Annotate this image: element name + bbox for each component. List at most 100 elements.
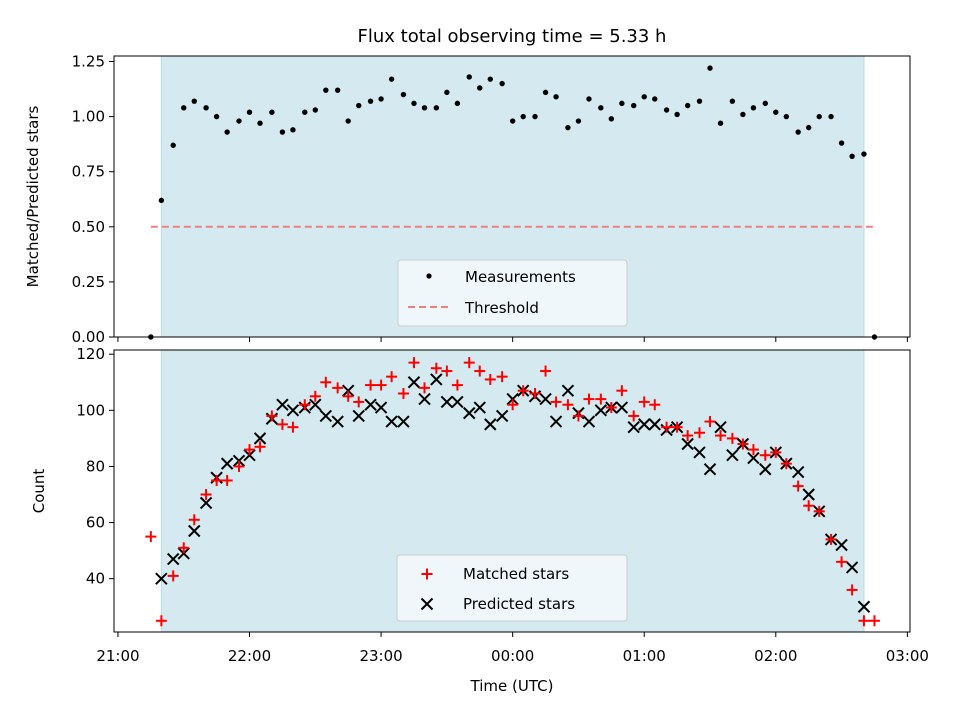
- matched-star-point: [682, 430, 694, 442]
- matched-star-point: [572, 410, 584, 422]
- matched-star-point: [375, 379, 387, 391]
- matched-star-point: [836, 556, 848, 568]
- predicted-star-point: [352, 409, 365, 423]
- legend-label-threshold: Threshold: [464, 299, 539, 317]
- predicted-star-point: [220, 457, 234, 470]
- predicted-star-point: [451, 395, 464, 409]
- x-tick-label: 01:00: [623, 647, 666, 665]
- measurement-point: [367, 98, 374, 104]
- predicted-star-point: [681, 437, 694, 451]
- predicted-star-point: [385, 415, 398, 428]
- y-tick-label: 0.25: [72, 273, 105, 291]
- x-tick-label: 22:00: [228, 647, 271, 665]
- y-tick-label: 60: [86, 514, 105, 532]
- measurement-point: [717, 120, 724, 126]
- matched-star-point: [759, 449, 771, 461]
- predicted-star-point: [693, 446, 706, 459]
- predicted-star-point: [253, 432, 267, 445]
- matched-star-point: [309, 390, 321, 402]
- matched-star-point: [266, 410, 278, 422]
- measurement-point: [433, 105, 440, 111]
- matched-star-point: [299, 399, 311, 411]
- predicted-star-point: [791, 465, 805, 479]
- measurement-point: [663, 107, 670, 113]
- predicted-star-point: [714, 420, 727, 434]
- measurement-point: [279, 129, 286, 135]
- measurement-point: [773, 109, 779, 115]
- y-axis-label: Count: [30, 469, 48, 514]
- measurement-point: [575, 118, 582, 124]
- measurement-point: [805, 124, 812, 131]
- legend: Measurements Threshold: [397, 259, 628, 327]
- matched-star-point: [430, 362, 442, 374]
- matched-star-point: [451, 379, 463, 391]
- predicted-star-point: [703, 463, 717, 476]
- measurement-point: [652, 96, 658, 102]
- x-tick-label: 23:00: [359, 647, 402, 665]
- measurement-point: [619, 100, 625, 107]
- measurement-point: [454, 100, 461, 107]
- predicted-star-point: [582, 415, 596, 428]
- matched-star-point: [474, 365, 486, 377]
- matched-star-point: [704, 416, 716, 428]
- matched-star-point: [671, 421, 683, 433]
- measurement-point: [400, 91, 407, 98]
- measurement-point: [838, 140, 845, 146]
- matched-star-point: [846, 584, 858, 596]
- predicted-star-point: [430, 373, 443, 386]
- measurement-point: [421, 105, 428, 111]
- matched-star-point: [628, 410, 640, 422]
- predicted-star-point: [199, 496, 213, 510]
- legend-label-measurements: Measurements: [465, 268, 576, 286]
- matched-star-point: [507, 399, 519, 411]
- measurement-point: [170, 142, 176, 148]
- measurement-point: [158, 197, 165, 204]
- x-tick-label: 00:00: [491, 647, 534, 665]
- measurement-point: [224, 129, 230, 135]
- matched-star-point: [342, 390, 354, 402]
- predicted-star-point: [495, 409, 509, 423]
- matched-star-point: [320, 376, 332, 388]
- matched-star-point: [441, 365, 453, 377]
- predicted-star-point: [319, 409, 333, 423]
- predicted-star-point: [243, 449, 256, 462]
- predicted-star-point: [364, 398, 377, 411]
- x-tick-label: 03:00: [886, 647, 929, 665]
- measurement-point: [203, 105, 209, 111]
- matched-star-point: [638, 396, 650, 408]
- legend-plus-icon: [421, 568, 433, 580]
- predicted-star-point: [747, 451, 760, 465]
- predicted-star-point: [407, 376, 421, 389]
- matched-star-point: [167, 570, 179, 582]
- measurement-point: [213, 113, 220, 120]
- predicted-star-point: [549, 415, 563, 428]
- matched-star-point: [233, 460, 245, 472]
- measurement-point: [411, 100, 417, 107]
- predicted-star-point: [627, 420, 640, 434]
- measurement-point: [236, 118, 242, 124]
- measurement-point: [302, 109, 308, 115]
- x-axis-label: Time (UTC): [470, 677, 554, 695]
- x-tick-label: 02:00: [754, 647, 797, 665]
- legend-box: [396, 554, 628, 622]
- predicted-star-point: [484, 418, 497, 431]
- matched-star-point: [365, 379, 377, 391]
- predicted-star-point: [857, 600, 871, 613]
- measurement-point: [795, 129, 801, 135]
- measurement-point: [532, 113, 538, 120]
- matched-star-point: [397, 387, 409, 399]
- predicted-star-point: [440, 395, 454, 409]
- matched-star-point: [496, 371, 508, 383]
- chart-title: Flux total observing time = 5.33 h: [358, 26, 667, 47]
- x-tick-label: 21:00: [96, 647, 139, 665]
- measurement-point: [444, 89, 450, 96]
- measurement-point: [499, 80, 505, 87]
- matched-star-point: [484, 373, 496, 385]
- measurement-point: [565, 124, 571, 131]
- matched-star-point: [595, 393, 607, 405]
- matched-star-point: [529, 387, 541, 399]
- predicted-star-point: [276, 398, 289, 411]
- predicted-star-point: [835, 538, 848, 552]
- matched-star-point: [813, 505, 825, 517]
- measurement-point: [509, 118, 516, 124]
